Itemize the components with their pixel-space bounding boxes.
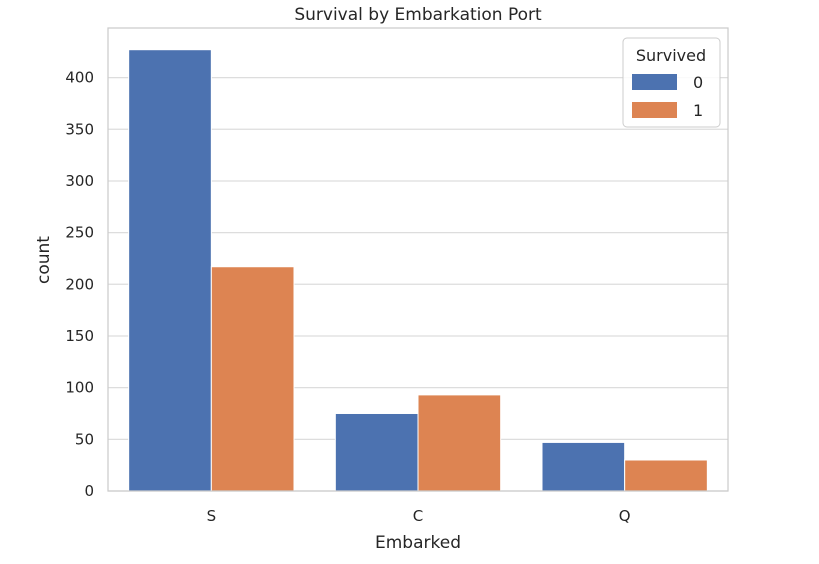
bar [210,266,295,492]
y-tick-label: 200 [65,275,94,293]
x-tick-label: S [207,507,217,525]
legend: Survived 01 [622,37,721,128]
bar [334,412,419,492]
bar [624,459,708,492]
legend-swatch [632,102,677,118]
legend-title: Survived [636,46,706,65]
y-tick-label: 0 [84,482,94,500]
x-tick-label: C [413,507,423,525]
y-tick-label: 400 [65,69,94,87]
bar [541,441,626,492]
y-tick-label: 50 [75,430,94,448]
y-tick-label: 300 [65,172,94,190]
y-axis-title: count [34,236,54,284]
x-axis-title: Embarked [375,533,461,553]
bars [128,49,708,492]
bar [417,394,502,492]
y-tick-label: 100 [65,379,94,397]
y-tick-label: 350 [65,120,94,138]
chart-title: Survival by Embarkation Port [294,5,542,25]
y-axis-ticks: 0 50 100 150 200 250 300 350 400 [65,69,94,500]
legend-label: 1 [693,101,703,120]
legend-swatch [632,74,677,90]
x-tick-label: Q [619,507,631,525]
y-tick-label: 250 [65,224,94,242]
bar [128,49,212,492]
legend-label: 0 [693,73,703,92]
legend-entries: 01 [632,73,703,120]
y-tick-label: 150 [65,327,94,345]
plot-frame [107,27,729,492]
